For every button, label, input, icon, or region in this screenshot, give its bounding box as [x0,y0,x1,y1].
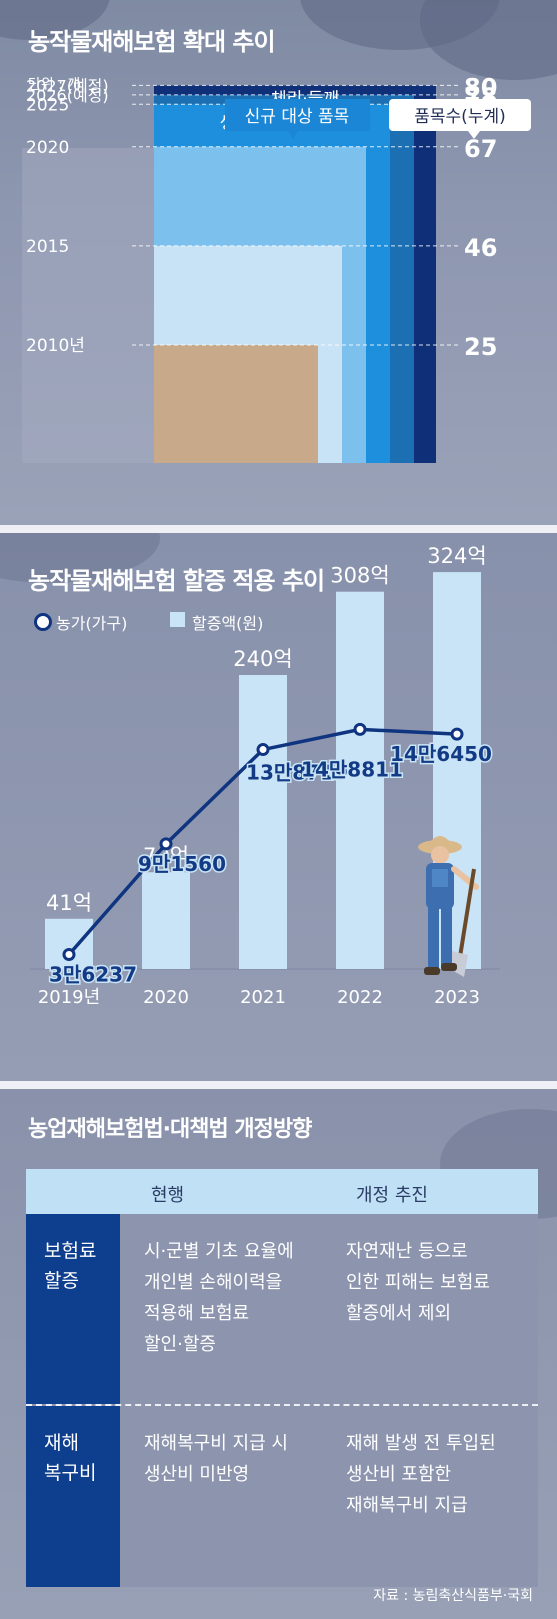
line-value-label: 14만8811 [301,757,403,781]
farmer-illustration [418,836,479,977]
line-legend-label: 농가(가구) [56,614,128,633]
line-legend-icon [34,613,52,631]
table-header: 현행 개정 추진 [26,1169,538,1214]
row-head-recovery: 재해 복구비 [26,1406,120,1587]
value-label: 67 [464,135,497,163]
expansion-panel: 농작물재해보험 확대 추이 단위 : 개 2010년 25 2015 46 2020 67… [0,0,557,525]
cell-current: 재해복구비 지급 시 생산비 미반영 [144,1433,288,1485]
x-tick-label: 2020 [143,987,189,1008]
value-label: 25 [464,333,497,361]
row-head-premium: 보험료 할증 [26,1214,120,1404]
line-value-label: 13만8719 [246,761,348,785]
header-current: 현행 [151,1185,185,1206]
year-label: 2015 [26,237,69,257]
area-step-0 [154,345,318,463]
row-separator [26,1404,538,1406]
bar-value-label: 240억 [233,647,292,671]
line-value-label: 3만6237 [49,963,137,987]
bar [142,872,190,969]
unit-label: 단위 : 개 [28,77,81,93]
x-tick-label: 2023 [434,987,480,1008]
bar-legend-icon [170,612,185,627]
expansion-title: 농작물재해보험 확대 추이 [28,28,276,56]
badge-pointer [288,131,298,139]
year-label: 2027(예정) [26,76,109,95]
year-label: 2020 [26,138,69,158]
bar [239,675,287,969]
surcharge-chart: 41억2019년79억2020240억2021308억2022324억20233… [30,544,500,1008]
total-badge [389,99,531,131]
bar-value-label: 41억 [46,891,92,915]
year-strip [22,148,154,463]
surcharge-title: 농작물재해보험 할증 적용 추이 [28,567,325,595]
source-note: 자료 : 농림축산식품부·국회 [373,1588,533,1604]
value-label: 80 [464,73,497,101]
expansion-chart: 2010년25201546202067202576생강·참깨·녹두2026(예정… [22,73,531,464]
bar-legend-label: 할증액(원) [192,614,264,633]
cell-revision: 재해 발생 전 투입된 생산비 포함한 재해복구비 지급 [346,1433,496,1516]
bar [336,591,384,969]
value-label: 46 [464,234,497,262]
header-revision: 개정 추진 [356,1185,428,1206]
x-tick-label: 2022 [337,987,383,1008]
total-badge-label: 품목수(누계) [414,107,505,127]
line-value-label: 9만1560 [138,852,226,876]
row-head-label: 보험료 할증 [44,1240,97,1292]
panel-divider [0,1081,557,1089]
surcharge-panel: 농작물재해보험 할증 적용 추이 농가(가구) 할증액(원) 41억 2019년 7… [0,533,557,1081]
line-point [256,743,270,757]
line-value-label: 14만6450 [390,742,492,766]
cell-current: 시·군별 기초 요율에 개인별 손해이력을 적용해 보험료 할인·할증 [144,1241,294,1355]
revision-panel: 농업재해보험법·대책법 개정방향 현행 개정 추진 보험료 할증 시·군별 기초… [0,1089,557,1619]
bar [45,918,93,969]
line-point [353,722,367,736]
x-tick-label: 2019년 [38,987,100,1008]
bar-value-label: 308억 [330,564,389,588]
year-label: 2025 [26,95,69,115]
revision-title: 농업재해보험법·대책법 개정방향 [28,1117,312,1142]
x-tick-label: 2021 [240,987,286,1008]
row-head-label: 재해 복구비 [44,1432,97,1484]
revision-table: 현행 개정 추진 보험료 할증 시·군별 기초 요율에 개인별 손해이력을 적용… [26,1169,538,1587]
line-point [159,837,173,851]
new-items-badge [225,99,370,131]
year-label: 2026(예정) [26,86,109,105]
line-point [62,948,76,962]
badge-pointer [468,131,480,139]
panel-divider [0,525,557,533]
year-label: 2010년 [26,336,85,356]
new-items-badge-label: 신규 대상 품목 [245,107,350,127]
cell-revision: 자연재난 등으로 인한 피해는 보험료 할증에서 제외 [346,1241,490,1324]
bar-value-label: 324억 [427,544,486,568]
line-point [450,727,464,741]
